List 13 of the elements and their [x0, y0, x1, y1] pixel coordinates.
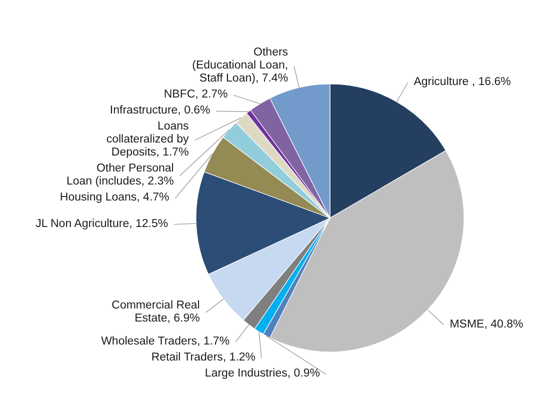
slice-label: Wholesale Traders, 1.7% [101, 336, 230, 348]
slice-label: Agriculture , 16.6% [414, 76, 511, 88]
slice-label: MSME, 40.8% [450, 318, 524, 330]
slice-label: Infrastructure, 0.6% [110, 104, 210, 117]
slice-label: Other Personal Loan (includes, 2.3% [66, 162, 174, 188]
slice-label: Commercial Real Estate, 6.9% [112, 299, 200, 324]
slice-label: NBFC, 2.7% [164, 88, 228, 101]
slice-label: Large Industries, 0.9% [204, 368, 320, 380]
slice-label: Housing Loans, 4.7% [60, 192, 170, 204]
slice-label: Others (Educational Loan, Staff Loan), 7.4% [192, 46, 288, 85]
slice-label: Retail Traders, 1.2% [151, 352, 256, 364]
slice-label: Loans collateralized by Deposits, 1.7% [106, 120, 190, 159]
slice-label: JL Non Agriculture, 12.5% [36, 218, 168, 230]
